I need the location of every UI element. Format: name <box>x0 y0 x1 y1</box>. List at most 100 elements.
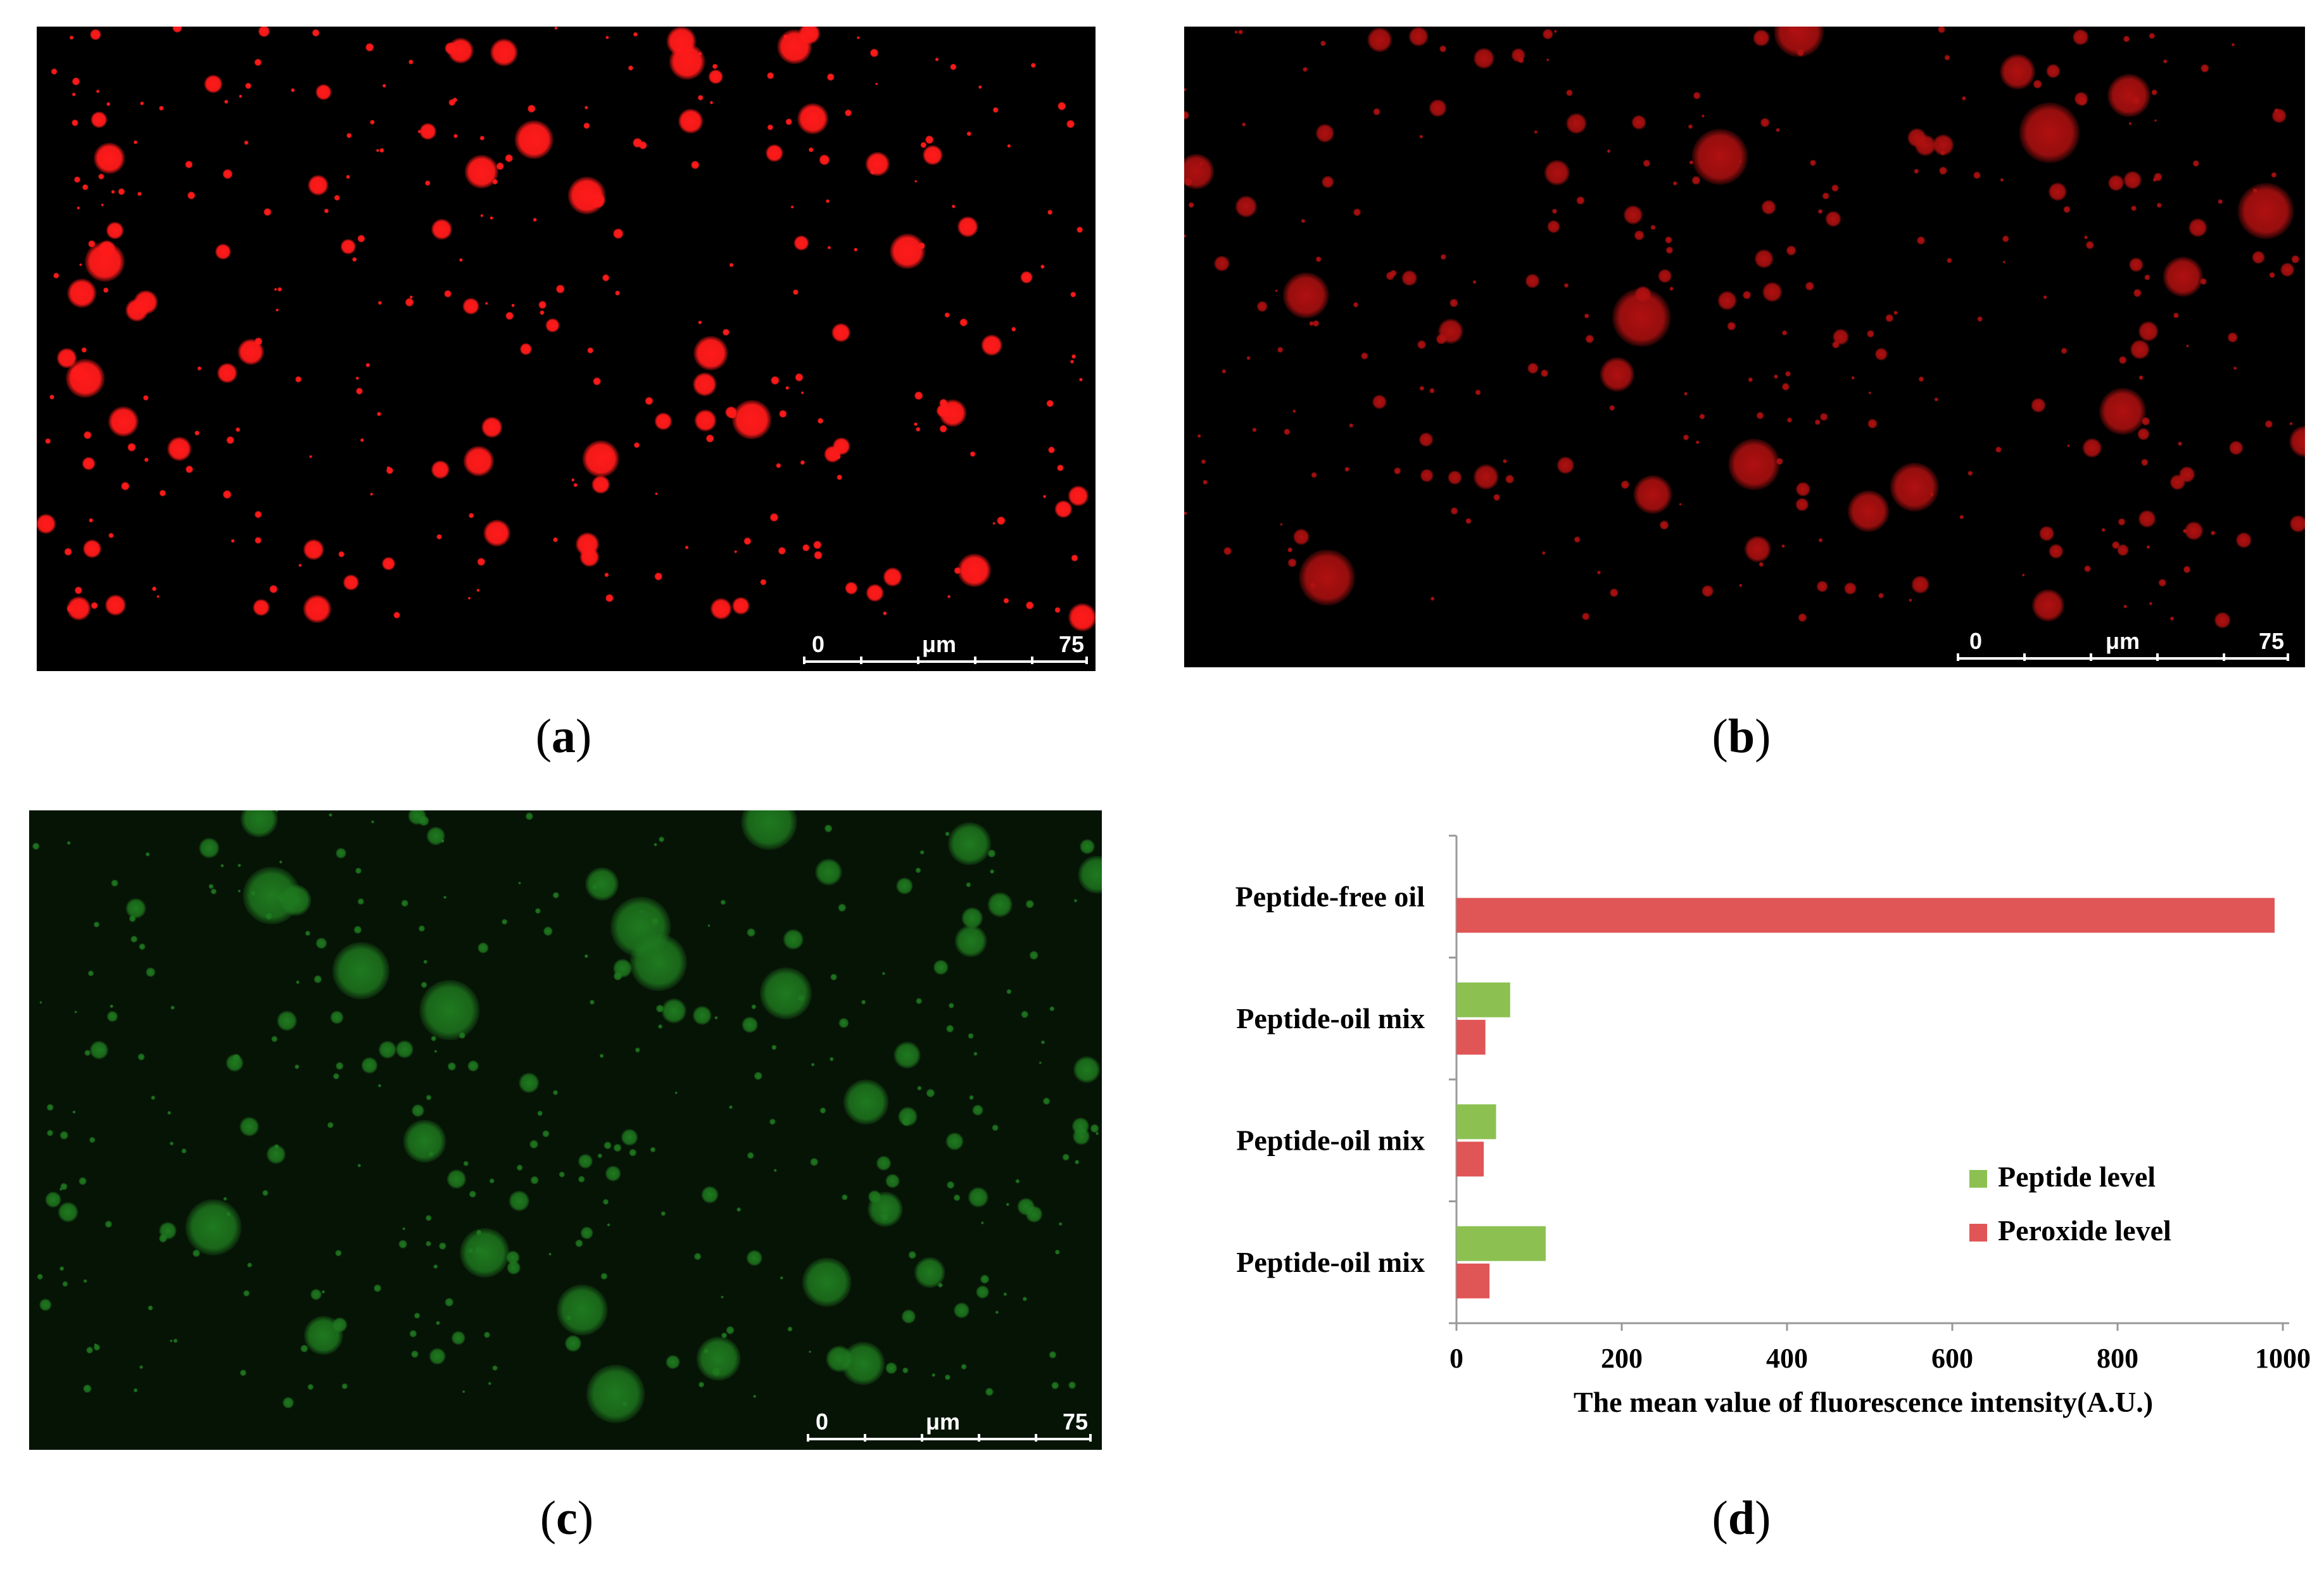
droplet <box>1631 115 1646 130</box>
droplet <box>843 1079 889 1125</box>
droplet <box>1473 464 1499 490</box>
droplet <box>1188 202 1194 208</box>
droplet <box>379 148 384 153</box>
bar-peptide-level <box>1456 1226 1546 1261</box>
droplet <box>809 1350 811 1354</box>
droplet <box>1071 354 1077 359</box>
droplet <box>2289 515 2305 532</box>
droplet <box>654 572 663 581</box>
droplet <box>1643 160 1651 167</box>
droplet <box>1184 153 1215 190</box>
droplet <box>1785 371 1791 377</box>
droplet <box>2158 579 2166 587</box>
droplet <box>947 594 951 598</box>
droplet <box>295 376 302 383</box>
droplet <box>2156 203 2162 208</box>
droplet <box>1054 1249 1060 1255</box>
droplet <box>824 824 833 833</box>
x-tick-label: 400 <box>1766 1343 1808 1374</box>
droplet <box>303 594 332 624</box>
droplet <box>74 586 82 594</box>
droplet <box>747 928 755 937</box>
droplet <box>1439 45 1447 53</box>
droplet <box>997 516 1006 525</box>
droplet <box>1039 1061 1042 1064</box>
droplet <box>990 869 995 874</box>
droplet <box>46 1104 54 1111</box>
droplet <box>1620 480 1630 489</box>
droplet <box>1054 607 1061 613</box>
droplet <box>1717 291 1737 310</box>
droplet <box>778 546 786 555</box>
droplet <box>1683 434 1689 441</box>
droplet <box>2231 43 2235 47</box>
scale-bar-b: 0 μm 75 <box>1957 628 2289 666</box>
droplet <box>2129 257 2144 272</box>
droplet <box>106 1010 118 1022</box>
droplet <box>89 1136 96 1143</box>
droplet <box>481 417 503 438</box>
droplet <box>2133 289 2142 298</box>
droplet <box>954 925 987 957</box>
droplet <box>753 1395 757 1399</box>
droplet <box>1833 329 1849 345</box>
droplet <box>1222 369 1227 374</box>
droplet <box>1795 482 1810 497</box>
droplet <box>579 547 600 567</box>
droplet <box>1885 314 1894 322</box>
droplet <box>1798 613 1807 622</box>
caption-d: (d) <box>1712 1492 1771 1545</box>
droplet <box>460 1228 510 1278</box>
x-tick-label: 800 <box>2097 1343 2138 1374</box>
droplet <box>1544 160 1570 185</box>
droplet <box>1070 360 1074 364</box>
droplet <box>445 42 457 55</box>
droplet <box>621 1129 638 1146</box>
droplet <box>1977 316 1983 322</box>
droplet <box>845 581 858 595</box>
droplet <box>282 1397 294 1409</box>
droplet <box>355 867 362 874</box>
droplet <box>916 998 923 1005</box>
droplet <box>545 318 560 333</box>
droplet <box>669 44 705 80</box>
droplet <box>193 1249 200 1257</box>
droplet <box>215 243 231 260</box>
droplet <box>780 1276 783 1280</box>
droplet <box>901 1309 916 1324</box>
droplet <box>51 68 58 75</box>
droplet <box>1574 536 1581 543</box>
droplet <box>2000 54 2036 90</box>
droplet <box>1090 1124 1099 1133</box>
droplet <box>1252 427 1257 432</box>
droplet <box>2201 64 2209 73</box>
caption-b: (b) <box>1712 710 1771 763</box>
droplet <box>98 240 116 258</box>
droplet <box>1344 467 1350 472</box>
droplet <box>434 1050 438 1053</box>
droplet <box>1728 438 1780 491</box>
droplet <box>222 490 232 499</box>
droplet <box>1315 123 1334 143</box>
droplet <box>72 77 80 85</box>
droplet <box>607 1223 610 1227</box>
droplet <box>1277 346 1284 353</box>
droplet <box>946 1024 954 1033</box>
droplet <box>490 38 518 66</box>
droplet <box>1417 340 1426 349</box>
droplet <box>831 323 851 343</box>
droplet <box>914 422 918 426</box>
scale-start-a: 0 <box>812 631 825 657</box>
droplet <box>360 438 364 443</box>
droplet <box>1511 48 1525 63</box>
droplet <box>578 1176 585 1183</box>
droplet <box>2233 366 2237 370</box>
droplet <box>93 1344 101 1351</box>
droplet <box>585 867 619 901</box>
droplet <box>885 1362 897 1374</box>
droplet <box>423 960 427 964</box>
droplet <box>508 1190 530 1212</box>
droplet <box>365 363 370 368</box>
droplet <box>1040 264 1045 269</box>
droplet <box>720 900 726 905</box>
